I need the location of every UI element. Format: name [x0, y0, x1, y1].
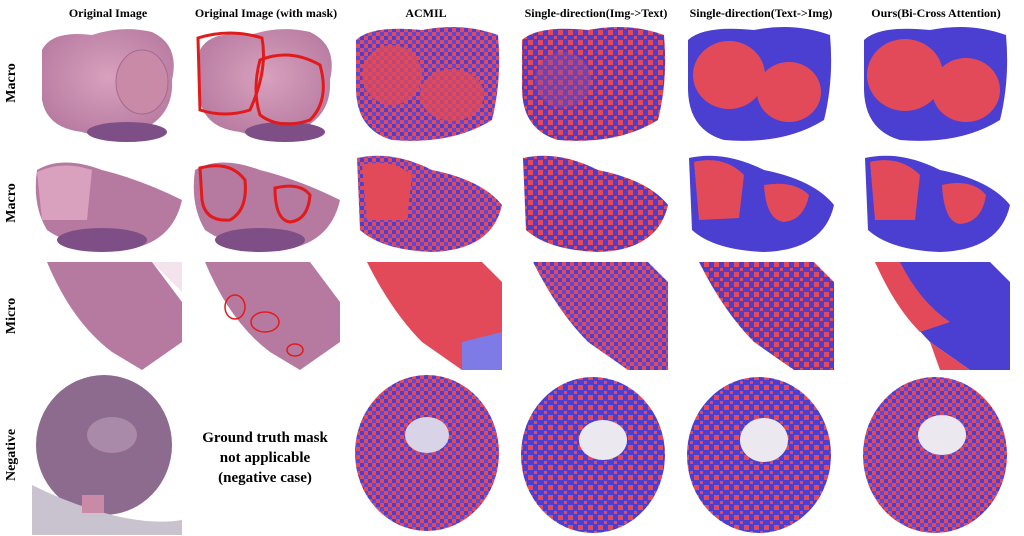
micro-mask-image — [190, 262, 340, 370]
column-header-original-mask: Original Image (with mask) — [194, 6, 338, 20]
macro2-mask-image — [190, 150, 340, 255]
macro2-bi-cross-heatmap — [860, 150, 1010, 255]
negative-acmil-heatmap — [352, 375, 502, 535]
macro1-acmil-heatmap — [352, 20, 502, 145]
negative-text-to-img-heatmap — [684, 375, 834, 535]
micro-bi-cross-heatmap — [860, 262, 1010, 370]
macro2-acmil-heatmap — [352, 150, 502, 255]
macro2-text-to-img-heatmap — [684, 150, 834, 255]
row-header-macro-1: Macro — [4, 62, 19, 103]
column-header-bi-cross: Ours(Bi-Cross Attention) — [871, 6, 1001, 20]
row-header-negative: Negative — [4, 428, 19, 482]
row-header-micro: Micro — [4, 297, 19, 335]
macro1-bi-cross-heatmap — [860, 20, 1010, 145]
negative-original-image — [32, 375, 182, 535]
micro-img-to-text-heatmap — [518, 262, 668, 370]
macro1-mask-image — [190, 20, 340, 145]
macro2-img-to-text-heatmap — [518, 150, 668, 255]
row-header-macro-2: Macro — [4, 182, 19, 223]
micro-original-image — [32, 262, 182, 370]
column-header-acmil: ACMIL — [405, 6, 447, 20]
macro1-original-image — [32, 20, 182, 145]
macro2-original-image — [32, 150, 182, 255]
negative-bi-cross-heatmap — [860, 375, 1010, 535]
micro-text-to-img-heatmap — [684, 262, 834, 370]
column-header-text-to-img: Single-direction(Text->Img) — [689, 6, 833, 20]
negative-img-to-text-heatmap — [518, 375, 668, 535]
macro1-img-to-text-heatmap — [518, 20, 668, 145]
negative-gt-note: Ground truth mask not applicable (negati… — [202, 430, 328, 486]
micro-acmil-heatmap — [352, 262, 502, 370]
macro1-text-to-img-heatmap — [684, 20, 834, 145]
column-header-img-to-text: Single-direction(Img->Text) — [524, 6, 668, 20]
column-header-original: Original Image — [68, 6, 148, 20]
